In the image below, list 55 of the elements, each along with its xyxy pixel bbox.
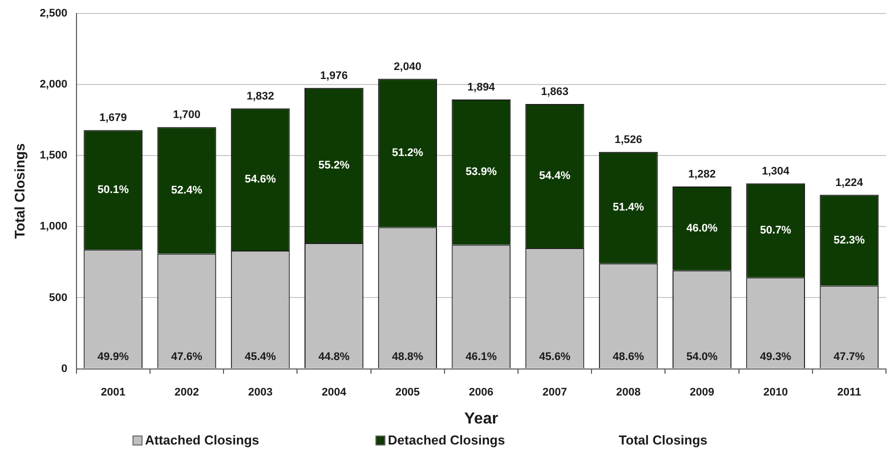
y-tick-label: 1,500 [40, 150, 68, 162]
total-label: 1,863 [541, 86, 569, 98]
x-tick-label: 2004 [322, 386, 348, 398]
annotation: 52.4% [171, 184, 203, 196]
total-label: 2,040 [394, 60, 422, 73]
annotation: 54.6% [244, 173, 276, 186]
total-label: 1,679 [99, 112, 127, 124]
x-tick-label: 2009 [690, 386, 714, 398]
y-tick-label: 2,500 [40, 7, 68, 20]
y-tick-label: 500 [48, 292, 68, 304]
legend-label: Detached Closings [388, 432, 505, 448]
annotation: 52.3% [834, 234, 866, 246]
annotation: 44.8% [318, 350, 350, 363]
y-axis-title: Total Closings [11, 143, 28, 239]
total-label: 1,700 [172, 109, 200, 122]
x-tick-label: 2008 [616, 386, 641, 398]
x-tick-label: 2006 [468, 386, 494, 398]
annotation: 54.0% [686, 350, 718, 363]
x-tick-label: 2005 [395, 386, 420, 398]
total-label: 1,282 [688, 168, 716, 181]
annotation: 45.4% [244, 350, 276, 363]
total-label: 1,832 [246, 90, 274, 102]
annotation: 48.6% [612, 350, 644, 363]
annotation: 53.9% [466, 166, 497, 178]
y-tick-label: 2,000 [40, 78, 68, 91]
y-tick-label: 1,000 [40, 220, 68, 233]
text: Total Closings [618, 432, 708, 448]
x-tick-label: 2001 [100, 386, 126, 398]
total-label: 1,304 [762, 165, 790, 178]
x-tick-label: 2002 [174, 386, 199, 398]
annotation: 49.3% [760, 350, 792, 363]
annotation: 51.2% [392, 147, 424, 160]
annotation: 46.1% [466, 350, 497, 363]
y-tick-label: 0 [61, 362, 68, 375]
x-axis-title: Year [464, 410, 498, 428]
annotation: 47.7% [834, 350, 866, 363]
annotation: 55.2% [318, 159, 350, 172]
x-tick-label: 2003 [248, 386, 273, 398]
total-label: 1,526 [614, 134, 642, 146]
annotation: 48.8% [392, 350, 424, 363]
annotation: 47.6% [171, 350, 203, 363]
total-label: 1,224 [835, 176, 864, 189]
x-tick-label: 2010 [763, 386, 788, 398]
legend-label: Attached Closings [145, 432, 260, 448]
annotation: 45.6% [539, 350, 571, 363]
annotation: 54.4% [539, 170, 571, 182]
annotation: 49.9% [98, 350, 129, 363]
x-tick-label: 2011 [837, 386, 862, 398]
annotation: 51.4% [612, 202, 644, 214]
total-label: 1,976 [320, 70, 348, 82]
annotation: 50.7% [760, 224, 792, 236]
total-label: 1,894 [467, 82, 496, 94]
annotation: 46.0% [686, 222, 718, 235]
x-tick-label: 2007 [542, 386, 568, 398]
annotation: 50.1% [98, 184, 129, 196]
